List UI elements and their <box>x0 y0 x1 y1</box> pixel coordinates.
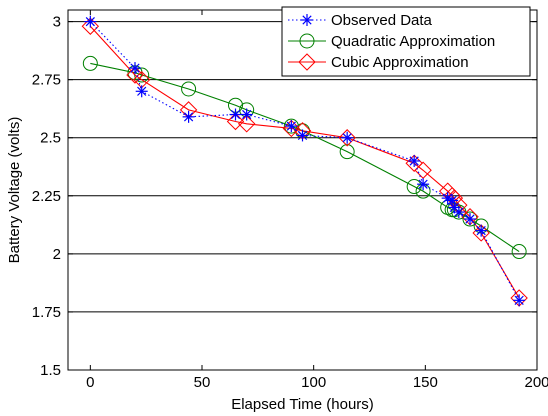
data-point <box>136 85 148 97</box>
y-axis-title: Battery Voltage (volts) <box>6 117 23 264</box>
data-point <box>297 129 309 141</box>
series-line <box>90 63 519 251</box>
data-point <box>464 213 476 225</box>
y-tick-label: 2.25 <box>32 188 61 205</box>
y-tick-label: 3 <box>53 14 61 31</box>
legend-label: Cubic Approximation <box>331 54 469 71</box>
data-point <box>513 294 525 306</box>
x-tick-label: 0 <box>86 374 94 391</box>
legend: Observed Data Quadratic Approximation Cubi… <box>282 7 530 76</box>
data-point <box>183 111 195 123</box>
y-tick-label: 2.75 <box>32 72 61 89</box>
x-tick-label: 150 <box>413 374 438 391</box>
data-point <box>417 178 429 190</box>
y-tick-label: 2.5 <box>40 130 61 147</box>
legend-label: Quadratic Approximation <box>331 33 495 50</box>
x-tick-label: 50 <box>194 374 211 391</box>
y-tick-label: 1.5 <box>40 362 61 379</box>
legend-label: Observed Data <box>331 12 433 29</box>
y-tick-label: 2 <box>53 246 61 263</box>
x-tick-label: 100 <box>301 374 326 391</box>
series-circle <box>83 56 526 258</box>
legend-marker <box>301 14 313 26</box>
data-point <box>129 62 141 74</box>
data-point <box>408 155 420 167</box>
data-point <box>84 16 96 28</box>
data-point <box>512 245 526 259</box>
data-point <box>230 109 242 121</box>
x-tick-label: 200 <box>524 374 548 391</box>
x-axis-title: Elapsed Time (hours) <box>231 396 374 413</box>
y-tick-label: 1.75 <box>32 304 61 321</box>
data-point <box>241 109 253 121</box>
